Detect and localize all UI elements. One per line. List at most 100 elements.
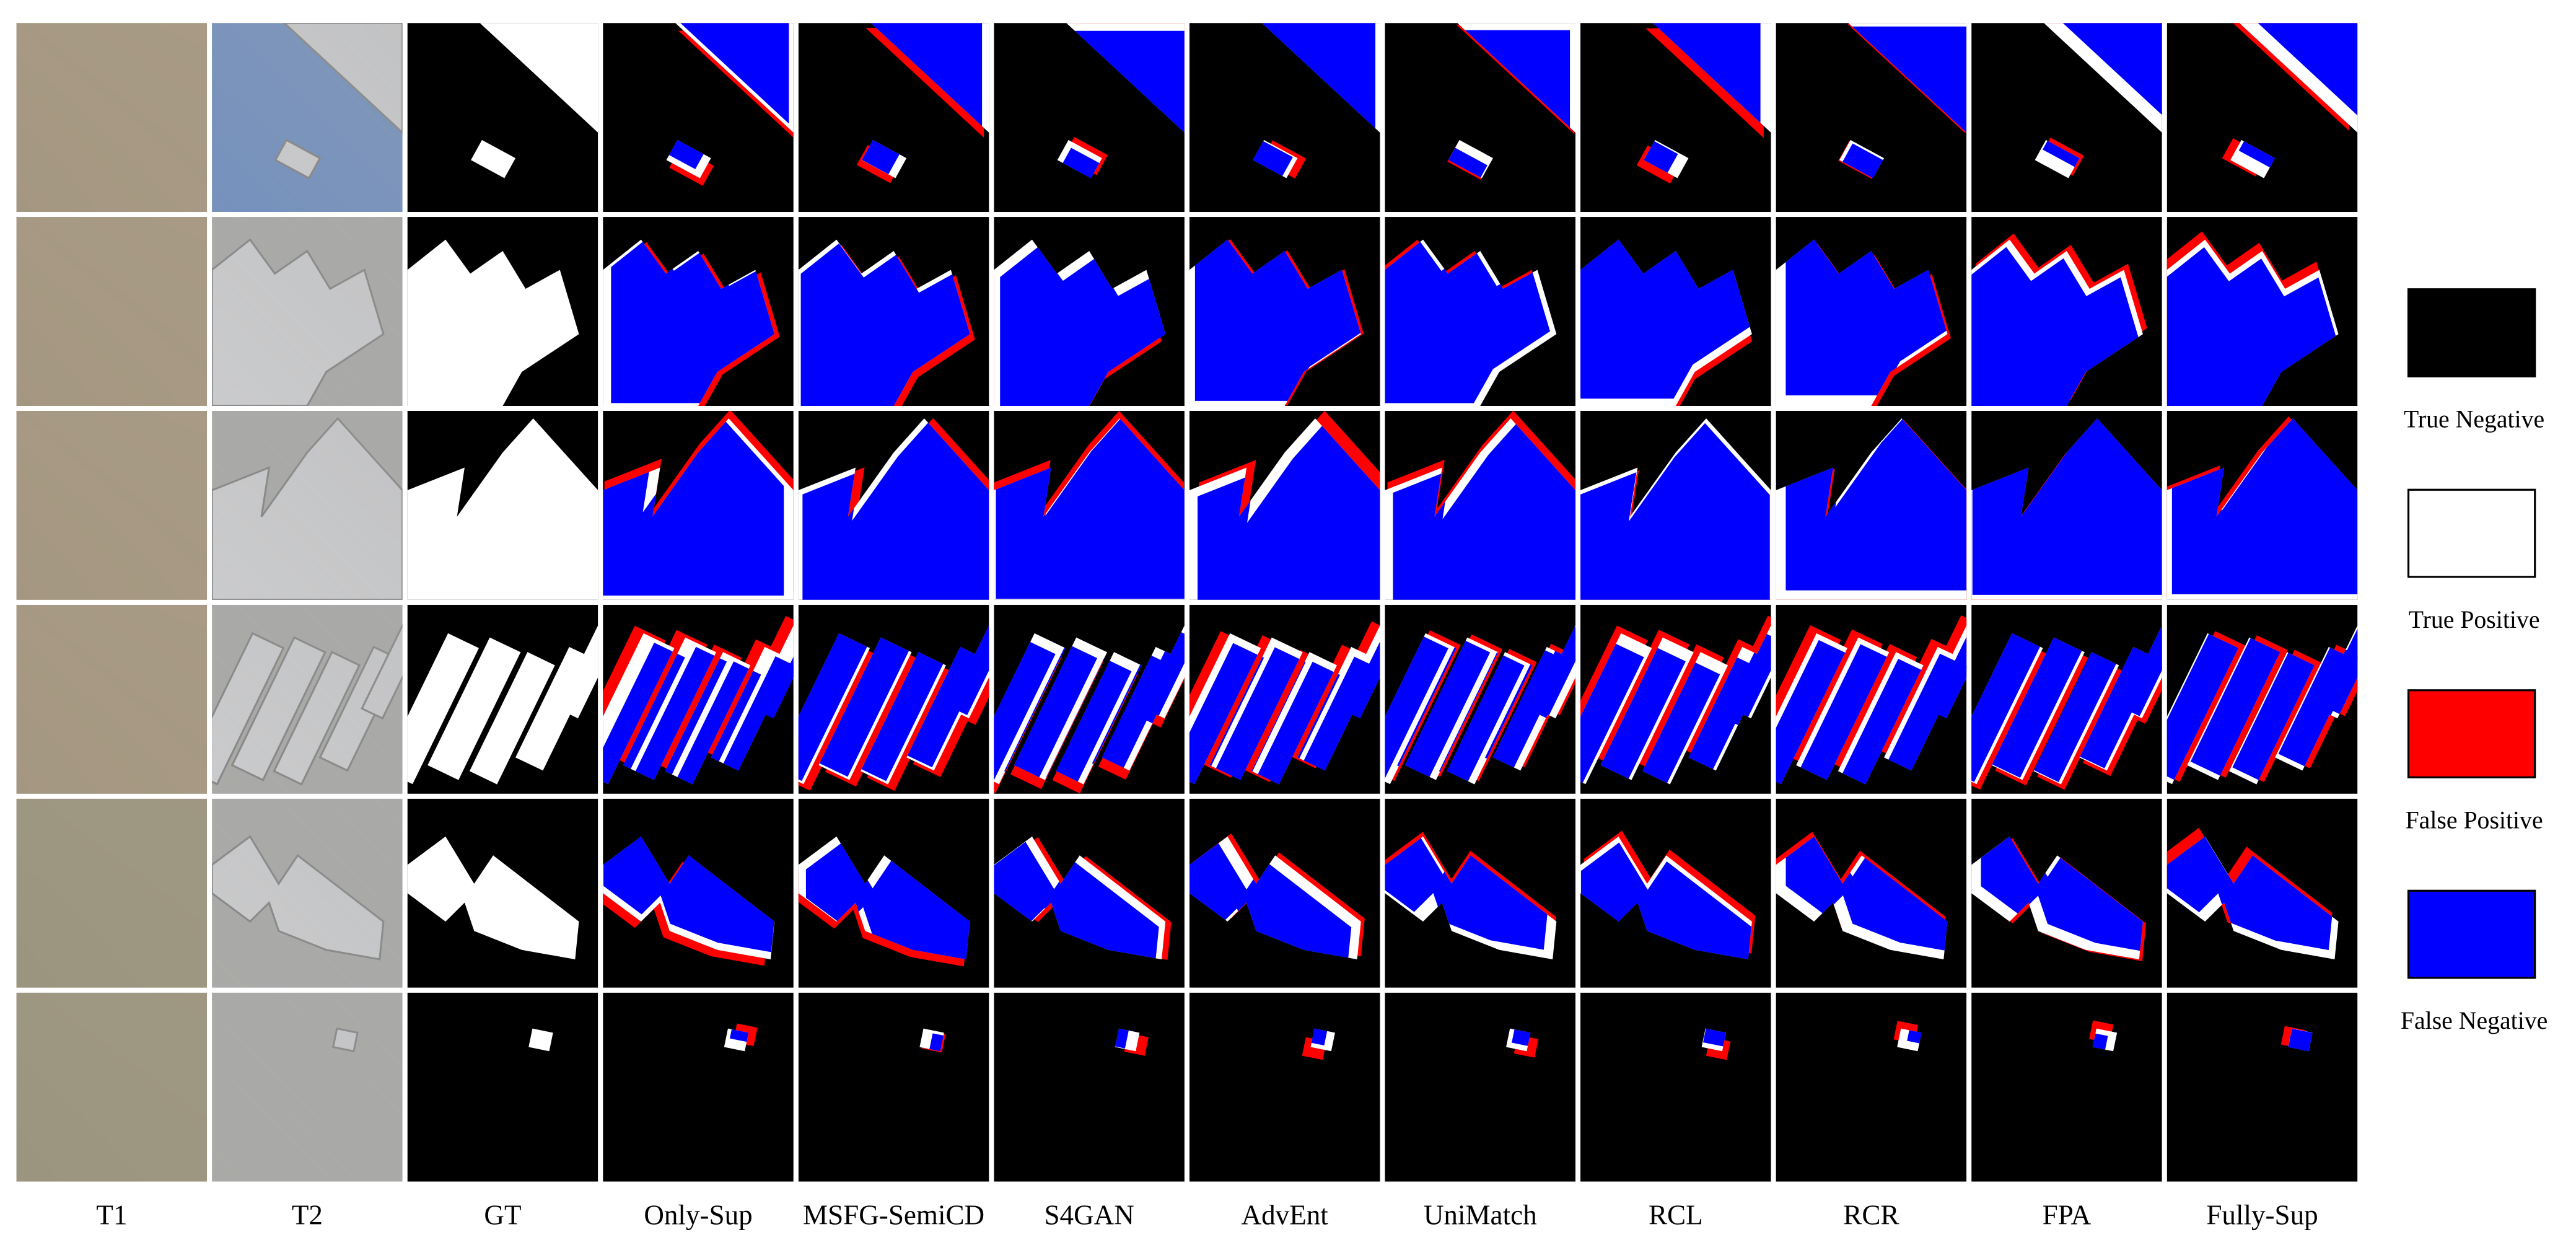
texture (16, 217, 208, 407)
image-cell (1189, 992, 1380, 1182)
true-positive (407, 633, 479, 785)
true-positive (407, 239, 579, 407)
false-negative-region (1194, 239, 1361, 401)
false-negative-region (1592, 646, 1686, 785)
false-negative-region (2166, 836, 2333, 950)
column-label: Only-Sup (644, 1200, 752, 1231)
texture (212, 992, 403, 1182)
texture (212, 410, 403, 600)
mask-bg (603, 992, 794, 1182)
mask-bg (1385, 992, 1576, 1182)
image-cell (16, 23, 208, 213)
image-cell (1776, 798, 1967, 988)
false-negative-region (1841, 143, 1886, 178)
false-negative (1972, 418, 2162, 595)
image-cell (603, 798, 794, 988)
image-cell (798, 217, 989, 407)
image-cell (798, 410, 989, 600)
image-cell (1776, 604, 1967, 794)
false-negative (1580, 239, 1750, 399)
legend-label: True Negative (2404, 405, 2544, 433)
false-negative (1785, 418, 1967, 591)
false-negative-region (2119, 623, 2162, 716)
true-positive (1385, 633, 1457, 785)
false-negative (1971, 247, 2140, 407)
false-negative-region (1439, 652, 1525, 785)
false-negative-region (1385, 239, 1551, 403)
image-cell (407, 23, 598, 213)
false-negative-region (1972, 418, 2162, 595)
image-cell (1776, 217, 1967, 407)
false-negative (611, 239, 775, 403)
false-negative-region (946, 623, 989, 715)
false-negative-region (1134, 629, 1185, 724)
false-negative (1580, 423, 1770, 600)
image-cell (1580, 23, 1771, 213)
legend-label: False Negative (2401, 1007, 2548, 1034)
image-cell (1189, 217, 1380, 407)
false-negative-region (1342, 633, 1380, 728)
image-cell (1385, 410, 1576, 600)
image-cell (1385, 798, 1576, 988)
image-cell (16, 604, 208, 794)
column-label: RCR (1843, 1200, 1899, 1231)
false-negative-region (1971, 631, 2041, 782)
false-negative (2092, 1031, 2108, 1052)
column-labels: T1 T2 GT Only-Sup MSFG-SemiCD S4GAN AdvEnt UniM… (96, 1200, 2318, 1231)
false-negative-region (1907, 1028, 1922, 1045)
false-negative-region (2232, 648, 2318, 781)
false-negative-region (798, 630, 869, 781)
image-cell (16, 992, 208, 1182)
false-negative-region (2031, 649, 2117, 783)
image-cell (407, 217, 598, 407)
image-cell (994, 23, 1185, 213)
legend-swatch (2407, 488, 2536, 578)
image-cell (1971, 992, 2162, 1182)
legend: True Negative True Positive False Positive… (2401, 288, 2548, 1034)
false-negative (1971, 623, 2162, 783)
image-cell (798, 798, 989, 988)
mask-bg (1971, 992, 2162, 1182)
false-negative-region (603, 836, 775, 953)
legend-label: False Positive (2406, 807, 2543, 834)
image-cell (16, 217, 208, 407)
column-label: GT (484, 1200, 521, 1231)
mask-bg (407, 992, 598, 1182)
column-label: UniMatch (1424, 1200, 1537, 1231)
false-negative (1580, 842, 1752, 960)
image-cell (1971, 217, 2162, 407)
false-negative-region (859, 648, 944, 781)
mask-bg (994, 992, 1185, 1182)
mask-bg (798, 992, 989, 1182)
image-cell (1971, 798, 2162, 988)
false-negative-region (1310, 1028, 1328, 1045)
legend-swatch (2407, 889, 2536, 979)
texture (212, 798, 403, 988)
false-negative (1385, 623, 1576, 785)
image-cell (1189, 23, 1380, 213)
image-cell (994, 798, 1185, 988)
mask-bg (2166, 992, 2358, 1182)
false-negative-region (1189, 643, 1264, 785)
true-positive (557, 625, 598, 719)
image-cell (212, 992, 403, 1182)
image-cell (1580, 992, 1771, 1182)
image-grid (16, 23, 2358, 1182)
texture (212, 604, 403, 794)
false-negative-region (996, 418, 1185, 599)
image-cell (212, 798, 403, 988)
image-cell (2166, 798, 2358, 988)
false-negative-region (1798, 644, 1891, 785)
false-negative (1385, 836, 1548, 950)
false-negative-region (2092, 1031, 2108, 1052)
false-negative-region (1580, 642, 1644, 785)
false-negative-region (1840, 658, 1926, 785)
false-negative (2166, 623, 2358, 781)
image-cell (1385, 992, 1576, 1182)
false-negative-region (800, 243, 970, 407)
true-positive (994, 633, 1066, 785)
texture (16, 410, 208, 600)
false-negative (1981, 836, 2143, 953)
false-negative (603, 836, 775, 953)
